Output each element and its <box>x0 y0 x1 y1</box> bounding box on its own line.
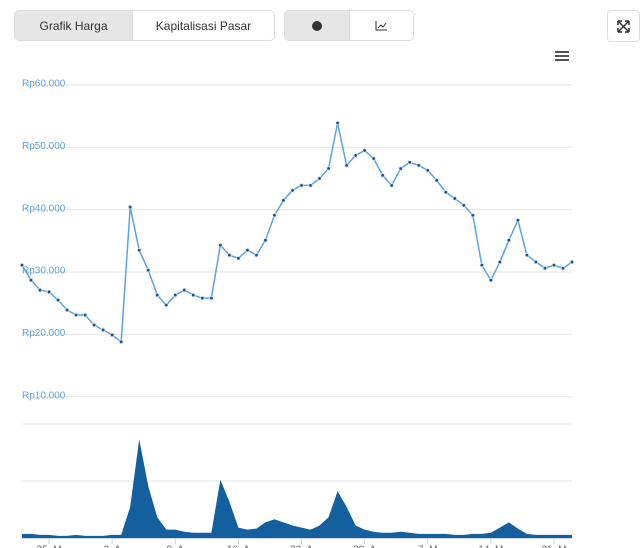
price-point <box>118 339 124 345</box>
expand-icon <box>617 20 630 33</box>
price-point <box>73 312 79 318</box>
price-point <box>551 262 557 268</box>
volume-area <box>22 439 572 538</box>
price-point <box>497 259 503 265</box>
price-point <box>299 183 304 188</box>
price-point <box>173 292 178 298</box>
price-point <box>398 166 403 171</box>
price-point <box>182 287 187 293</box>
price-point <box>263 238 268 243</box>
price-point <box>371 156 376 161</box>
price-point <box>209 295 214 301</box>
price-point <box>236 256 241 261</box>
price-point <box>443 190 448 195</box>
price-point <box>434 178 439 183</box>
price-point <box>19 262 25 268</box>
price-point <box>137 247 142 253</box>
price-point <box>127 204 133 210</box>
x-tick-label: 30. A <box>353 545 376 548</box>
x-tick-label: 2. A <box>104 545 122 548</box>
price-point <box>407 160 412 165</box>
price-point <box>542 266 548 271</box>
price-point <box>470 213 476 218</box>
style-tabs <box>284 10 414 41</box>
price-point <box>281 198 286 203</box>
x-tick-label: 7. M <box>418 545 437 548</box>
y-tick-label: Rp60.000 <box>22 79 66 90</box>
price-point <box>425 168 430 173</box>
price-point <box>155 292 160 298</box>
dot-style-button[interactable] <box>285 11 350 40</box>
price-point <box>524 252 530 258</box>
price-point <box>64 307 70 313</box>
price-point <box>506 238 512 243</box>
price-point <box>100 327 106 333</box>
y-tick-label: Rp30.000 <box>22 266 66 277</box>
price-point <box>82 312 88 318</box>
y-tick-label: Rp10.000 <box>22 390 66 401</box>
x-tick-label: 21. M <box>541 545 566 548</box>
price-point <box>353 153 358 158</box>
price-point <box>290 188 295 193</box>
price-point <box>569 259 575 265</box>
price-line <box>21 122 573 344</box>
dot-icon <box>312 20 322 31</box>
price-point <box>389 183 394 188</box>
price-point <box>227 252 232 258</box>
price-point <box>479 262 485 268</box>
menu-icon[interactable] <box>555 51 569 61</box>
price-point <box>416 163 421 168</box>
price-point <box>344 163 349 168</box>
price-point <box>28 277 34 283</box>
price-point <box>37 287 43 293</box>
line-icon <box>375 21 387 31</box>
price-point <box>326 166 331 171</box>
price-point <box>55 297 61 303</box>
price-point <box>200 295 205 301</box>
price-point <box>46 289 52 295</box>
x-tick-label: 16. A <box>227 545 250 548</box>
price-point <box>146 267 151 273</box>
tab[interactable]: Grafik Harga <box>15 11 133 40</box>
price-point <box>164 302 169 308</box>
price-point <box>317 176 322 181</box>
tab[interactable]: Kapitalisasi Pasar <box>155 18 252 33</box>
x-tick-label: 9. A <box>167 545 185 548</box>
price-point <box>560 266 566 271</box>
price-point <box>515 218 521 223</box>
line-style-button[interactable] <box>350 11 413 40</box>
price-point <box>191 292 196 298</box>
y-tick-label: Rp20.000 <box>22 328 66 339</box>
price-point <box>109 332 115 338</box>
price-point <box>488 277 494 283</box>
y-tick-label: Rp50.000 <box>22 141 66 152</box>
price-point <box>91 322 97 328</box>
price-point <box>362 148 367 153</box>
y-tick-label: Rp40.000 <box>22 203 66 214</box>
price-point <box>461 203 467 208</box>
price-point <box>380 173 385 178</box>
price-point <box>245 247 250 253</box>
x-tick-label: 23. A <box>290 545 313 548</box>
x-tick-label: 14. M <box>478 545 503 548</box>
price-point <box>218 242 223 248</box>
price-point <box>452 196 457 201</box>
price-point <box>335 120 340 126</box>
price-point <box>272 213 277 218</box>
x-tick-label: 25. M <box>37 545 62 548</box>
view-tabs: Grafik Harga Kapitalisasi Pasar <box>14 10 275 41</box>
price-point <box>533 259 539 265</box>
price-point <box>308 183 313 188</box>
price-point <box>254 252 259 258</box>
